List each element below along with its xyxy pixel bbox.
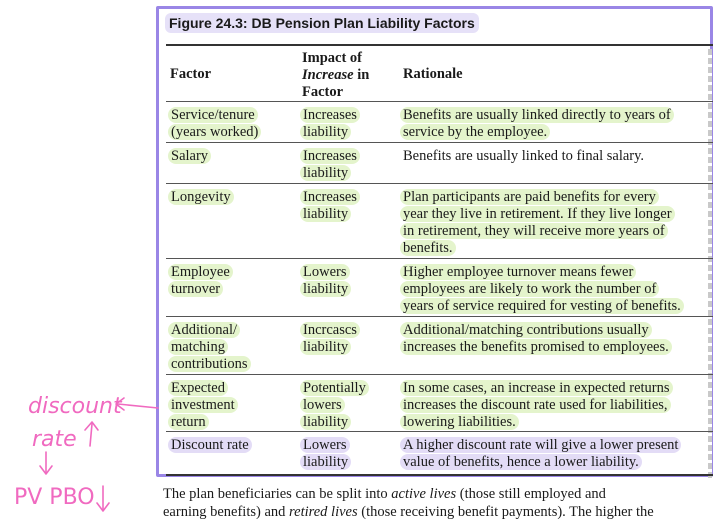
cell-impact: Incrcascs liability	[300, 322, 360, 356]
body-paragraph-line: The plan beneficiaries can be split into…	[163, 486, 606, 502]
cell-factor: Service/tenure (years worked)	[168, 107, 262, 141]
cell-impact: Increases liability	[300, 189, 360, 223]
scrollbar[interactable]	[708, 49, 712, 479]
cell-rationale: Benefits are usually linked to final sal…	[403, 148, 645, 164]
handwritten-annotation: discount rate PV PBO	[14, 394, 159, 512]
handwriting-word: discount	[28, 394, 123, 419]
cell-factor: Salary	[168, 148, 212, 165]
header-rationale: Rationale	[403, 66, 463, 82]
arrow-up-icon	[89, 423, 93, 447]
cell-impact: Increases liability	[300, 148, 360, 182]
cell-rationale: Higher employee turnover means fewer empl…	[400, 264, 684, 315]
table-rule-bottom	[166, 474, 713, 476]
body-paragraph-line: earning benefits) and retired lives (tho…	[163, 504, 654, 520]
table-rule	[166, 316, 713, 317]
cell-factor: Discount rate	[168, 437, 252, 454]
arrowhead-icon	[115, 397, 125, 411]
table-rule-header	[166, 101, 713, 102]
cell-factor: Additional/matching contributions	[168, 322, 251, 373]
cell-rationale: Benefits are usually linked directly to …	[400, 107, 674, 141]
cell-factor: Longevity	[168, 189, 234, 206]
handwriting-word: PV PBO	[14, 485, 95, 510]
cell-rationale: In some cases, an increase in expected r…	[400, 380, 673, 431]
handwriting-word: rate	[32, 427, 77, 452]
table-rule	[166, 142, 713, 143]
table-rule-top	[166, 44, 713, 46]
table-rule	[166, 374, 713, 375]
table-rule	[166, 183, 713, 184]
cell-impact: Potentially lowers liability	[300, 380, 369, 431]
table-rule	[166, 258, 713, 259]
cell-impact: Lowers liability	[300, 264, 352, 298]
header-factor: Factor	[170, 66, 212, 82]
cell-impact: Increases liability	[300, 107, 360, 141]
cell-impact: Lowers liability	[300, 437, 352, 471]
figure-title: Figure 24.3: DB Pension Plan Liability F…	[165, 13, 479, 33]
arrow-right-icon	[117, 403, 159, 409]
cell-factor: Employee turnover	[168, 264, 233, 298]
header-impact: Impact of Increase in Factor	[302, 50, 370, 100]
cell-rationale: Plan participants are paid benefits for …	[400, 189, 675, 257]
cell-rationale: A higher discount rate will give a lower…	[400, 437, 682, 471]
table-rule	[166, 431, 713, 432]
cell-rationale: Additional/matching contributions usuall…	[400, 322, 672, 356]
cell-factor: Expected investment return	[168, 380, 238, 431]
